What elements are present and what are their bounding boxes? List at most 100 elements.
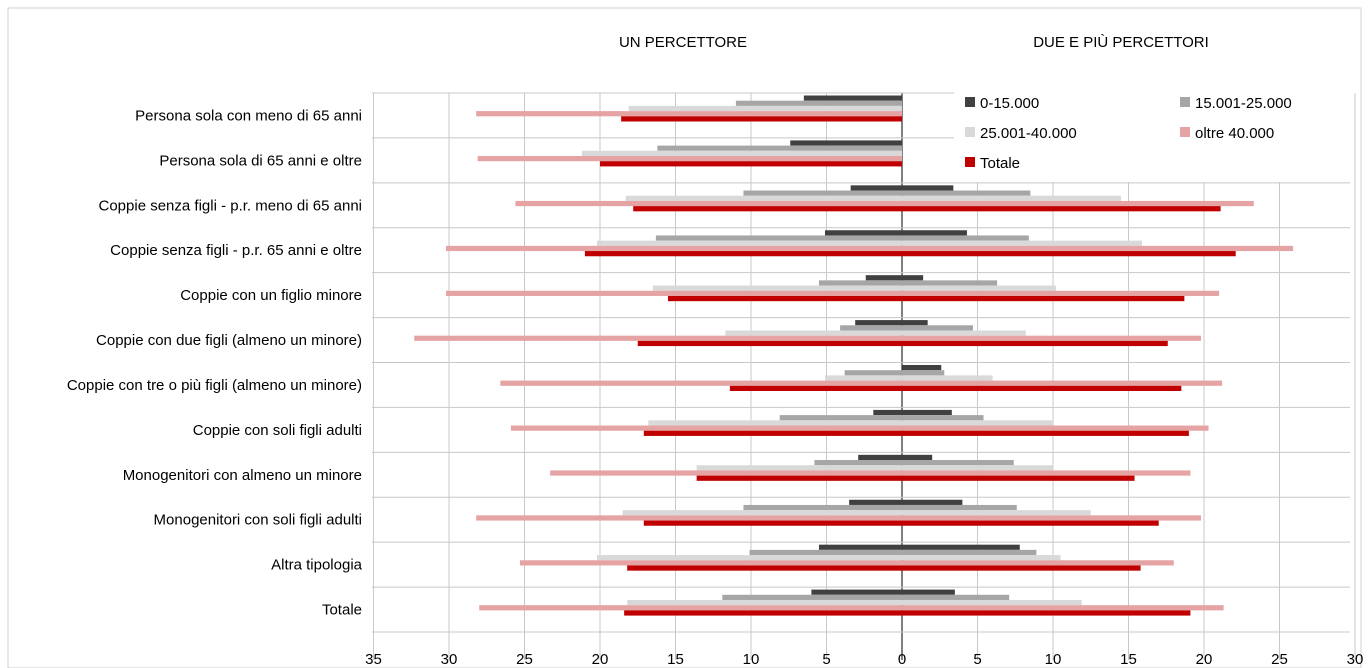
bar-due-e-piu-percettori [902,599,1082,606]
bar-un-percettore [743,190,902,196]
bar-due-e-piu-percettori [902,195,1121,201]
bar-un-percettore [803,95,902,101]
bar-due-e-piu-percettori [902,409,952,416]
bar-un-percettore [584,251,902,257]
x-tick-label: 10 [743,651,760,668]
bar-un-percettore [818,544,902,550]
x-tick-label: 15 [1120,651,1137,668]
bar-due-e-piu-percettori [902,415,984,421]
bar-due-e-piu-percettori [902,330,1026,336]
bar-due-e-piu-percettori [902,370,945,376]
legend-swatch [965,127,975,137]
bar-un-percettore [729,385,902,391]
bar-un-percettore [628,105,902,112]
bar-due-e-piu-percettori [902,190,1031,196]
bar-due-e-piu-percettori [902,295,1185,302]
bar-due-e-piu-percettori [902,589,955,595]
category-label: Coppie senza figli - p.r. 65 anni e oltr… [110,242,362,259]
bar-un-percettore [735,100,902,106]
bar-un-percettore [477,156,902,162]
bar-due-e-piu-percettori [902,454,933,461]
bar-due-e-piu-percettori [902,251,1236,257]
bar-due-e-piu-percettori [902,230,967,236]
x-tick-label: 15 [667,651,684,668]
bar-un-percettore [696,475,902,481]
bar-un-percettore [824,230,902,236]
bar-un-percettore [844,370,902,376]
bar-due-e-piu-percettori [902,285,1057,291]
bar-due-e-piu-percettori [902,560,1174,566]
x-tick-label: 5 [973,651,981,668]
bar-un-percettore [627,565,902,571]
legend-swatch [1180,97,1190,107]
bar-un-percettore [743,504,902,511]
legend-label: 0-15.000 [980,95,1039,112]
bar-un-percettore [596,555,902,561]
bar-un-percettore [814,460,902,466]
bar-due-e-piu-percettori [902,235,1029,241]
bar-un-percettore [600,161,902,167]
legend-label: Totale [980,155,1020,172]
bar-due-e-piu-percettori [902,335,1201,341]
category-label: Persona sola di 65 anni e oltre [159,152,362,169]
bar-un-percettore [865,275,902,281]
bar-un-percettore [627,599,902,606]
bar-un-percettore [722,594,902,600]
bar-un-percettore [873,409,902,416]
bar-un-percettore [858,454,902,461]
bar-un-percettore [643,520,902,526]
bar-due-e-piu-percettori [902,245,1294,252]
bar-due-e-piu-percettori [902,515,1201,521]
bar-un-percettore [637,340,902,347]
bar-un-percettore [633,206,902,212]
bar-due-e-piu-percettori [902,325,973,331]
legend-swatch [965,157,975,167]
x-tick-label: 30 [1347,651,1364,668]
bar-due-e-piu-percettori [902,320,928,326]
bar-un-percettore [779,415,902,421]
x-tick-label: 10 [1045,651,1062,668]
bar-un-percettore [667,295,902,302]
bar-un-percettore [850,185,902,191]
x-tick-label: 0 [898,651,906,668]
bar-un-percettore [479,605,902,611]
bar-due-e-piu-percettori [902,594,1010,600]
bar-due-e-piu-percettori [902,375,993,381]
bar-un-percettore [657,145,902,151]
bar-due-e-piu-percettori [902,420,1053,426]
bar-due-e-piu-percettori [902,185,954,191]
x-tick-label: 5 [822,651,830,668]
bar-due-e-piu-percettori [902,555,1061,561]
category-label: Totale [322,602,362,619]
bar-due-e-piu-percettori [902,275,924,281]
bar-due-e-piu-percettori [902,610,1191,616]
bar-un-percettore [515,200,902,207]
bar-due-e-piu-percettori [902,605,1224,611]
bar-due-e-piu-percettori [902,470,1191,476]
bar-due-e-piu-percettori [902,240,1143,246]
category-label: Coppie con un figlio minore [180,287,362,304]
legend-swatch [965,97,975,107]
bar-due-e-piu-percettori [902,499,963,505]
category-label: Persona sola con meno di 65 anni [135,107,362,124]
legend-label: 15.001-25.000 [1195,95,1292,112]
bar-due-e-piu-percettori [902,460,1014,466]
bar-due-e-piu-percettori [902,380,1223,386]
bar-due-e-piu-percettori [902,465,1053,471]
category-label: Coppie con soli figli adulti [193,422,362,439]
bar-un-percettore [648,420,902,426]
x-tick-label: 20 [592,651,609,668]
x-tick-label: 30 [441,651,458,668]
bar-un-percettore [624,610,902,616]
x-tick-label: 25 [516,651,533,668]
bar-due-e-piu-percettori [902,544,1020,550]
bar-un-percettore [790,140,902,146]
bar-un-percettore [500,380,902,386]
x-axis-ticks: 35 30 25 20 15 10 5 0 5 10 15 20 25 30 [365,651,1363,668]
panel-title-due-e-piu-percettori: DUE E PIÙ PERCETTORI [1033,34,1209,51]
legend-background [954,89,1354,182]
bar-due-e-piu-percettori [902,475,1135,481]
bar-un-percettore [625,195,902,201]
